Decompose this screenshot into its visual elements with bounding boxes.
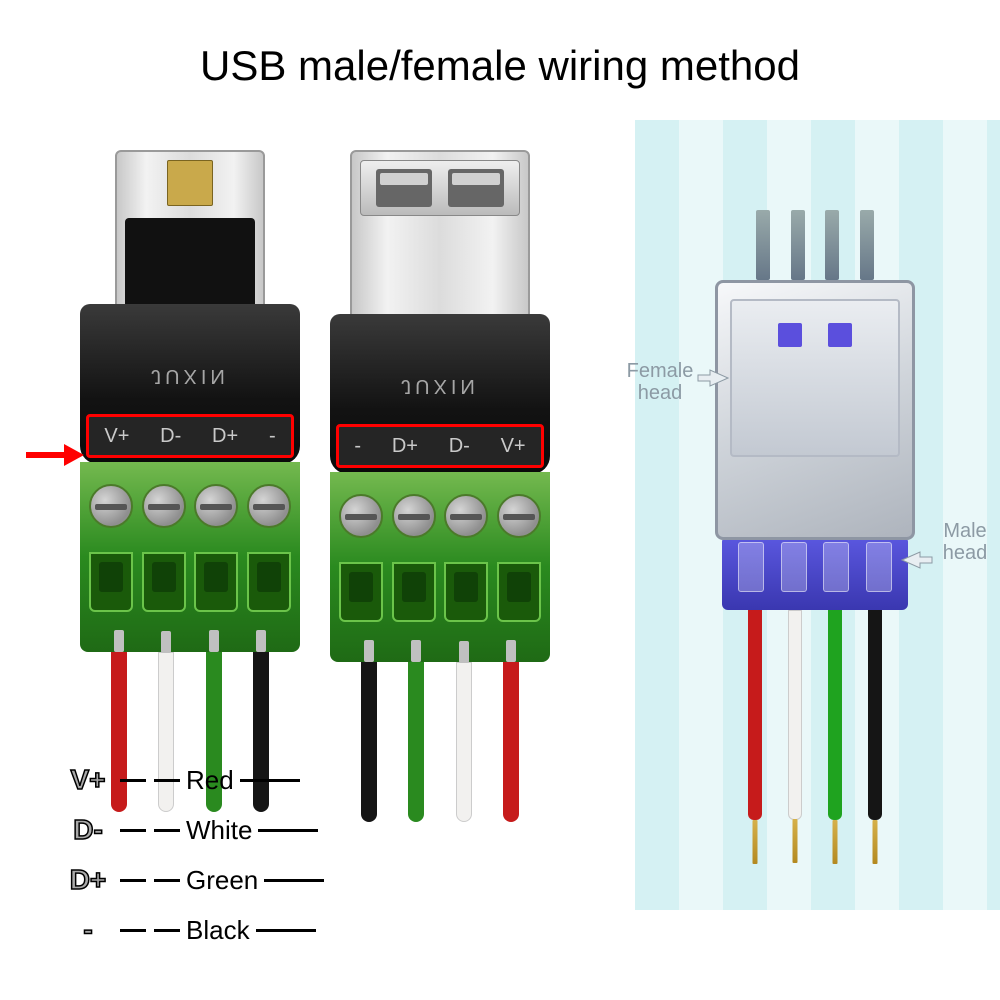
wire — [748, 610, 762, 820]
legend-line-icon — [264, 875, 324, 885]
usb-shell-diagram — [715, 280, 915, 540]
screw-icon — [247, 484, 291, 528]
legend-name: Black — [186, 915, 250, 946]
screw-icon — [497, 494, 541, 538]
wire-port-icon — [89, 552, 133, 612]
usb-male-insulator — [125, 218, 255, 308]
top-pins-icon — [735, 210, 895, 280]
wire-port-icon — [142, 552, 186, 612]
pin-label: V+ — [501, 435, 526, 458]
wire — [828, 610, 842, 820]
screw-row — [80, 484, 300, 528]
legend-symbol: - — [60, 914, 116, 946]
legend-row: D+ Green — [60, 860, 328, 900]
usb-female-body: JUXIN - D+ D- V+ — [330, 314, 550, 474]
pin-label: D+ — [392, 435, 418, 458]
pin-label: D- — [160, 425, 181, 448]
male-pin-labels: V+ D- D+ - — [86, 414, 294, 458]
male-head-block — [722, 536, 908, 610]
legend-line-icon — [120, 925, 180, 935]
port-row — [330, 562, 550, 622]
wire-port-icon — [194, 552, 238, 612]
pin-label: D+ — [212, 425, 238, 448]
wire — [408, 662, 424, 822]
brand-text: JUXIN — [80, 364, 300, 387]
legend-name: Red — [186, 765, 234, 796]
pin-label: D- — [449, 435, 470, 458]
wire — [868, 610, 882, 820]
wire — [456, 662, 472, 822]
usb-male-body: JUXIN V+ D- D+ - — [80, 304, 300, 464]
right-wiring-diagram — [710, 210, 920, 820]
female-pin-labels: - D+ D- V+ — [336, 424, 544, 468]
legend-name: White — [186, 815, 252, 846]
legend-line-icon — [258, 825, 318, 835]
female-slot-icon — [376, 169, 432, 207]
male-head-label: Male head — [930, 520, 1000, 564]
screw-icon — [444, 494, 488, 538]
legend-line-icon — [120, 775, 180, 785]
wire-color-legend: V+ Red D- White D+ Green - Black — [60, 750, 328, 960]
page-title: USB male/female wiring method — [0, 42, 1000, 90]
pin-label: V+ — [104, 425, 129, 448]
port-row — [80, 552, 300, 612]
wire — [361, 662, 377, 822]
wire — [788, 610, 802, 820]
wire-port-icon — [444, 562, 488, 622]
brand-text: JUXIN — [330, 374, 550, 397]
screw-icon — [392, 494, 436, 538]
wire-port-icon — [497, 562, 541, 622]
pin-label: - — [269, 425, 276, 448]
female-slot-icon — [448, 169, 504, 207]
legend-symbol: D- — [60, 814, 116, 846]
diagram-wire-row — [722, 610, 908, 820]
usb-male-metal — [115, 150, 265, 310]
female-wire-row — [330, 662, 550, 822]
legend-symbol: D+ — [60, 864, 116, 896]
legend-row: - Black — [60, 910, 328, 950]
usb-male-connector: JUXIN V+ D- D+ - — [80, 150, 300, 812]
pin-label: - — [354, 435, 361, 458]
wire — [503, 662, 519, 822]
usb-female-connector: JUXIN - D+ D- V+ — [330, 150, 550, 822]
wire-port-icon — [339, 562, 383, 622]
screw-icon — [142, 484, 186, 528]
usb-female-metal — [350, 150, 530, 320]
legend-line-icon — [120, 825, 180, 835]
legend-line-icon — [120, 875, 180, 885]
male-terminal-block — [80, 462, 300, 652]
screw-icon — [194, 484, 238, 528]
screw-row — [330, 494, 550, 538]
usb-shell-inner — [730, 299, 900, 457]
wire-port-icon — [392, 562, 436, 622]
legend-row: V+ Red — [60, 760, 328, 800]
legend-line-icon — [240, 775, 300, 785]
female-head-label: Female head — [620, 360, 700, 404]
legend-name: Green — [186, 865, 258, 896]
screw-icon — [339, 494, 383, 538]
legend-line-icon — [256, 925, 316, 935]
usb-female-top-icon — [360, 160, 520, 216]
contact-slots-icon — [752, 323, 878, 353]
usb-male-gold-contact — [167, 160, 213, 206]
legend-row: D- White — [60, 810, 328, 850]
wire-port-icon — [247, 552, 291, 612]
legend-symbol: V+ — [60, 764, 116, 796]
female-terminal-block — [330, 472, 550, 662]
screw-icon — [89, 484, 133, 528]
